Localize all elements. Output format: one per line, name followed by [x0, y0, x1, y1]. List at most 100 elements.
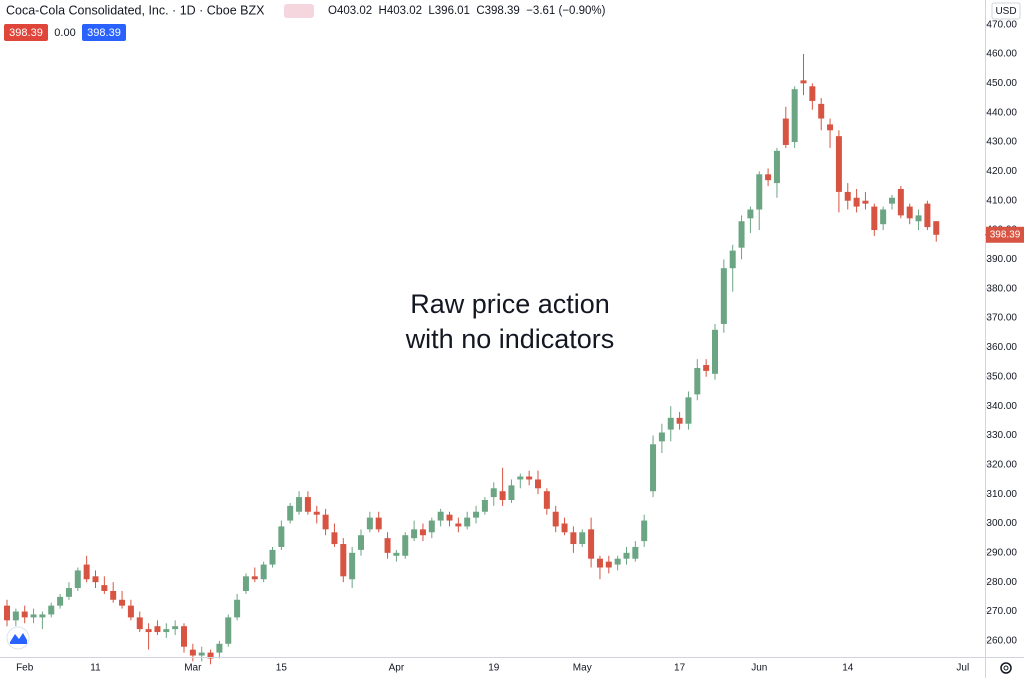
candle-body	[260, 564, 267, 580]
candle-body	[251, 576, 258, 580]
candle-body	[269, 549, 276, 565]
candle-body	[782, 118, 789, 145]
plot	[4, 53, 940, 665]
candle-body	[729, 250, 736, 269]
candle-body	[720, 268, 727, 324]
candle-body	[419, 529, 426, 536]
candle-body	[39, 614, 46, 618]
candle-body	[579, 532, 586, 545]
y-tick-label: 440.00	[986, 107, 1017, 118]
candle-body	[897, 188, 904, 216]
candle-body	[862, 200, 869, 204]
gear	[1000, 662, 1012, 674]
y-tick-label: 390.00	[986, 254, 1017, 265]
candle-body	[446, 514, 453, 521]
candle-body	[375, 517, 382, 530]
annotation: with no indicators	[405, 324, 615, 354]
candle-body	[207, 652, 214, 659]
candle-body	[658, 432, 665, 442]
candle-body	[641, 520, 648, 542]
y-tick-label: 330.00	[986, 430, 1017, 441]
y-tick-label: 380.00	[986, 283, 1017, 294]
spread: 0.00	[54, 27, 75, 39]
y-tick-label: 410.00	[986, 195, 1017, 206]
candle-body	[30, 614, 37, 618]
y-tick-label: 350.00	[986, 371, 1017, 382]
candle-body	[623, 552, 630, 559]
candle-body	[384, 538, 391, 553]
candle-body	[499, 491, 506, 501]
candle-body	[92, 576, 99, 583]
candle-body	[526, 476, 533, 480]
candle-body	[136, 617, 143, 630]
candle-body	[818, 103, 825, 119]
y-tick-label: 280.00	[986, 577, 1017, 588]
candle-body	[331, 532, 338, 545]
x-tick-label: Apr	[389, 663, 405, 674]
candle-body	[313, 511, 320, 515]
candle-body	[455, 523, 462, 527]
candle-body	[809, 86, 816, 101]
sell-badge[interactable]	[4, 24, 48, 41]
candle-body	[543, 491, 550, 509]
candle-body	[535, 479, 541, 489]
x-tick-label: Jun	[751, 663, 767, 674]
candle-body	[605, 561, 612, 568]
candle-body	[296, 497, 303, 512]
candle-body	[853, 197, 860, 207]
y-tick-label: 290.00	[986, 547, 1017, 558]
buy-price: 398.39	[87, 27, 121, 39]
candle-body	[242, 576, 249, 591]
candle-body	[588, 529, 595, 559]
y-tick-label: 450.00	[986, 78, 1017, 89]
candle-body	[464, 517, 471, 527]
candle-body	[827, 124, 834, 131]
y-tick-label: 460.00	[986, 49, 1017, 60]
candle-body	[127, 605, 134, 618]
x-tick-label: May	[573, 663, 592, 674]
candle-body	[287, 505, 294, 521]
candle-body	[101, 585, 108, 591]
candle-body	[747, 209, 754, 219]
candle-body	[694, 367, 701, 395]
candle-body	[561, 523, 568, 533]
candle-body	[65, 588, 72, 597]
candle-body	[349, 552, 356, 580]
y-tick-label: 300.00	[986, 518, 1017, 529]
x-tick-label: 17	[674, 663, 686, 674]
y-tick-label: 260.00	[986, 636, 1017, 647]
currency-box[interactable]	[991, 2, 1021, 20]
ohlc-legend: O403.02 H403.02 L396.01 C398.39 −3.61 (−…	[328, 5, 606, 17]
candle-body	[216, 643, 223, 653]
candle-body	[596, 558, 603, 568]
candle-body	[738, 221, 745, 248]
logo[interactable]	[6, 626, 30, 650]
candle-body	[880, 209, 887, 225]
candle-body	[933, 221, 940, 235]
buy-badge[interactable]	[82, 24, 126, 41]
candle-body	[278, 526, 285, 547]
x-tick-label: 15	[276, 663, 288, 674]
candle-body	[4, 605, 10, 621]
sell-price: 398.39	[9, 27, 43, 39]
settings-icon[interactable]	[1000, 662, 1012, 674]
candle-body	[48, 605, 55, 615]
compare-button[interactable]	[284, 4, 314, 18]
candle-body	[667, 417, 674, 430]
x-tick-label: 11	[90, 663, 101, 674]
candle-body	[871, 206, 878, 231]
candle-body	[304, 497, 311, 512]
candle-body	[508, 485, 515, 501]
candle-body	[189, 649, 196, 656]
last-price-label: 398.39	[990, 229, 1021, 240]
y-tick-label: 420.00	[986, 166, 1017, 177]
y-tick-label: 310.00	[986, 489, 1017, 500]
candle-body	[552, 511, 559, 527]
candle-body	[411, 529, 418, 539]
candle-body	[481, 500, 488, 512]
candle-body	[234, 599, 241, 618]
candle-body	[614, 558, 621, 565]
candle-body	[490, 488, 497, 498]
candle-body	[198, 652, 205, 656]
